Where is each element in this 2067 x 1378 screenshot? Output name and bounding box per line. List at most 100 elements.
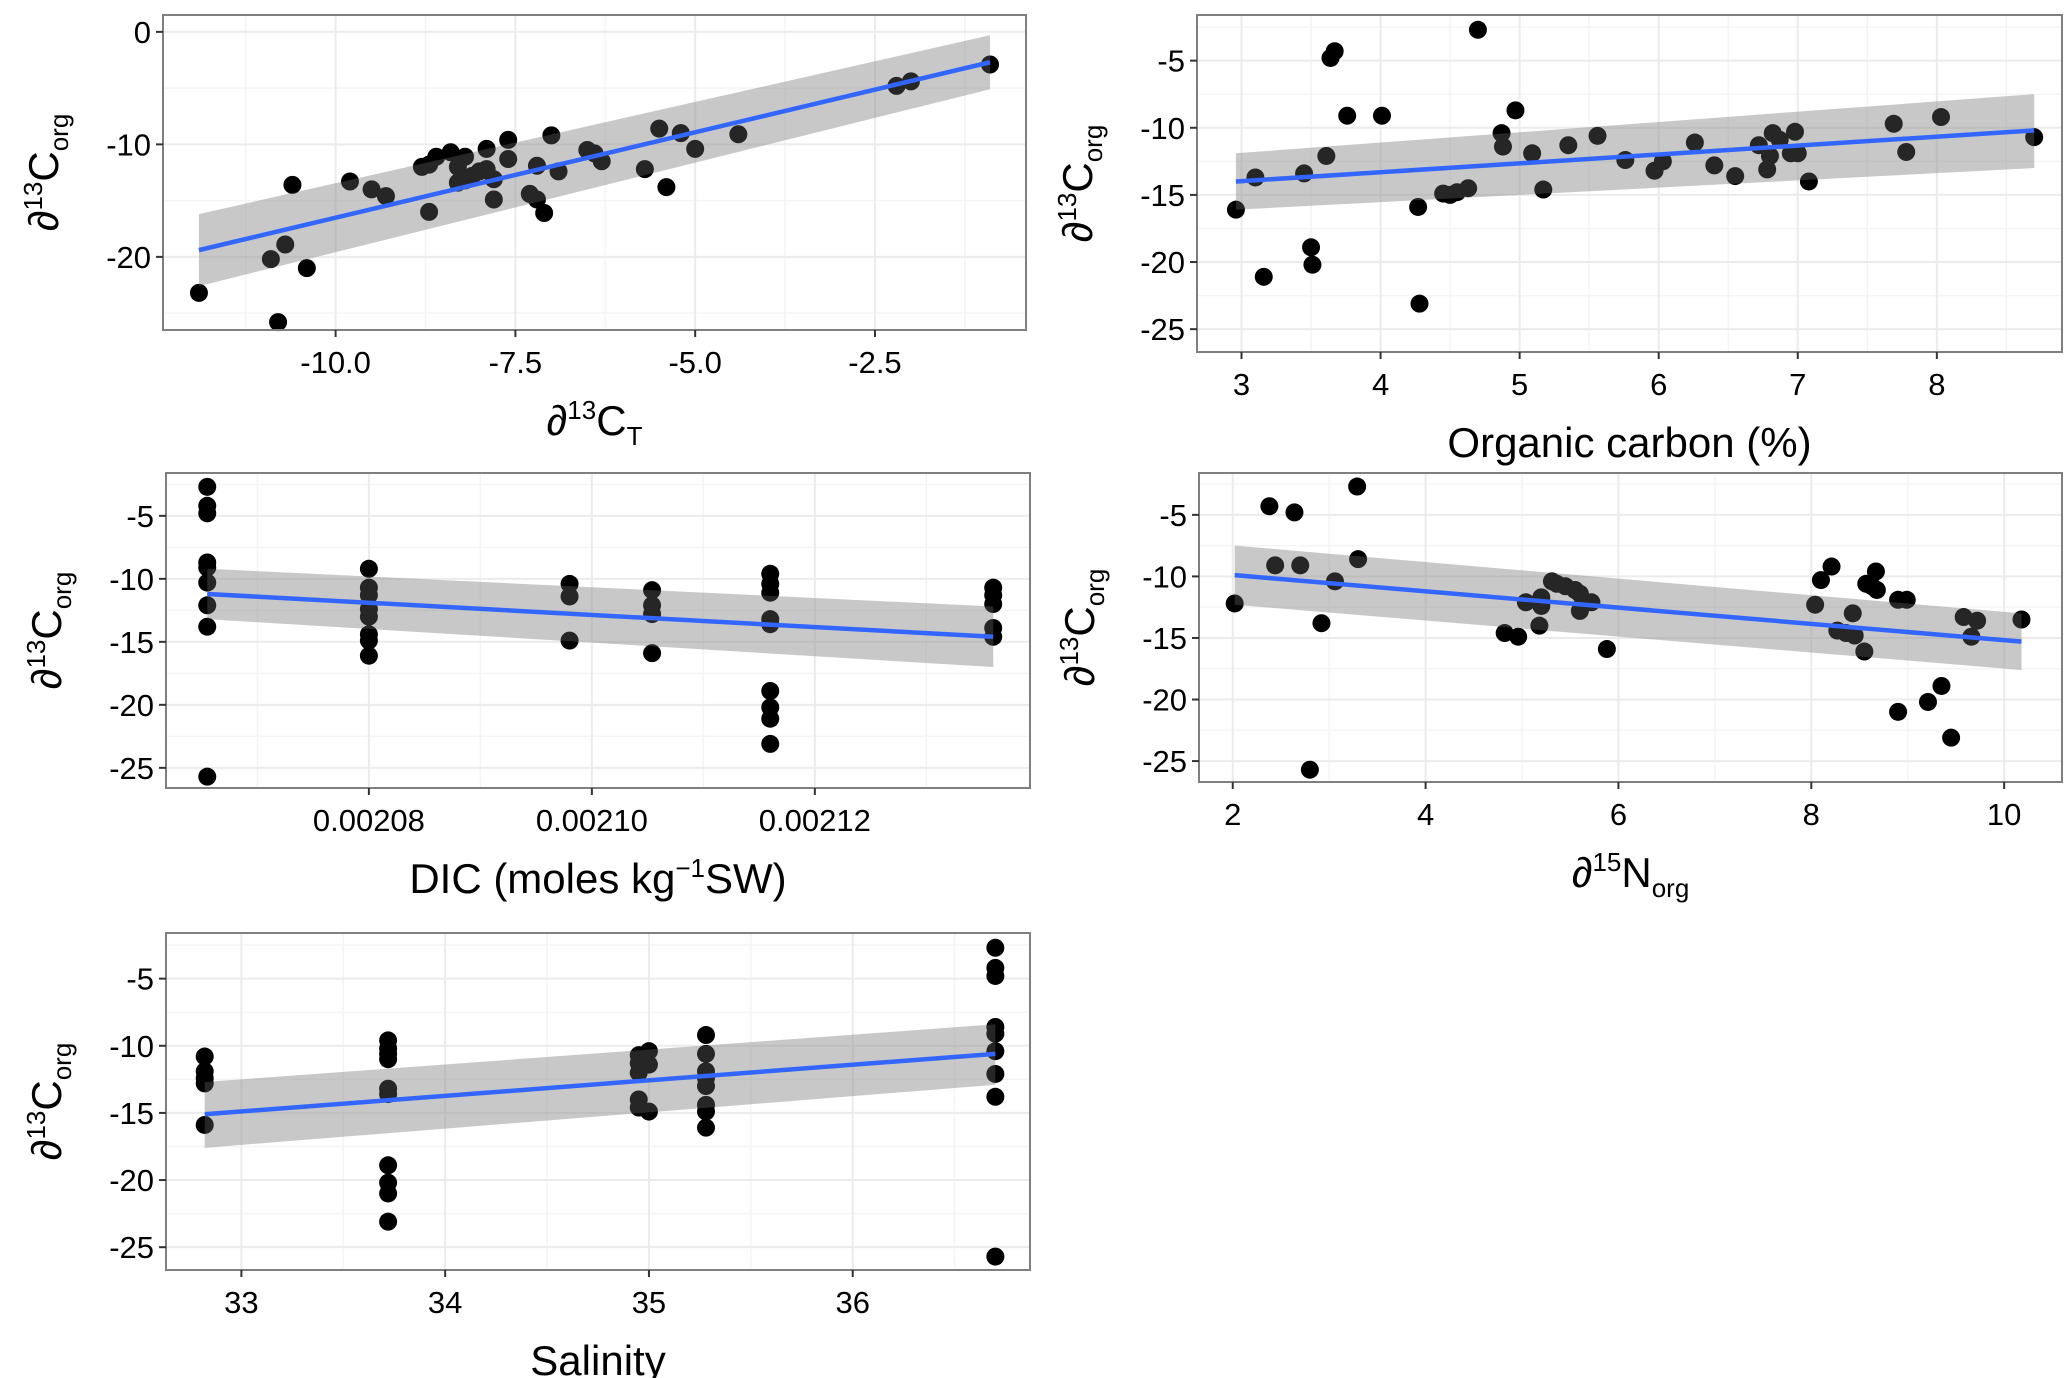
regression-line [204, 1051, 996, 1117]
data-point [198, 573, 217, 592]
data-point [650, 119, 669, 138]
confidence-band [1235, 94, 2035, 210]
y-tick-label: -25 [1142, 744, 1187, 779]
regression-line [207, 591, 994, 640]
data-point [379, 1050, 398, 1069]
data-point [697, 1026, 715, 1045]
data-point [761, 583, 780, 602]
data-point [1506, 101, 1525, 120]
data-point [1705, 156, 1724, 175]
panel-d13c-total: -10.0 -7.5 -5.0 -2.50-10-20∂13CT∂13Corg [18, 14, 1027, 451]
data-point [283, 175, 302, 194]
x-tick-label: 6 [1650, 367, 1667, 402]
data-point [1226, 200, 1245, 219]
data-point [535, 204, 554, 222]
y-axis-title-sup: 13 [18, 182, 48, 211]
data-point [1932, 676, 1951, 695]
data-point [643, 644, 662, 663]
data-point [1225, 594, 1244, 613]
data-point [542, 126, 561, 145]
x-axis-title-sup: −1 [675, 853, 705, 883]
data-point [1799, 172, 1818, 191]
data-point [362, 180, 381, 199]
x-axis-title-text: DIC (moles kg [409, 855, 675, 902]
data-point [1338, 106, 1357, 125]
x-tick-label: 33 [224, 1285, 258, 1320]
x-tick-label: 7 [1789, 367, 1806, 402]
data-point [986, 938, 1005, 957]
data-point [1811, 571, 1830, 590]
panel-border [162, 14, 1027, 331]
panel-border [165, 932, 1031, 1271]
y-tick-label: -20 [106, 240, 151, 275]
panel-salinity: 33 34 35 36 -5 -10 -15 -20 -25 Salinity ∂13Corg [21, 932, 1031, 1378]
data-point [986, 1247, 1005, 1266]
data-point [359, 631, 378, 650]
data-point [1685, 133, 1704, 152]
x-tick-label: 10 [1987, 797, 2021, 832]
data-point [560, 631, 579, 650]
data-point [340, 172, 359, 191]
data-point [1954, 608, 1973, 627]
y-tick-label: -10 [109, 562, 154, 597]
x-tick-label: 6 [1610, 797, 1627, 832]
x-tick-label: 8 [1803, 797, 1820, 832]
panel-border [1196, 14, 2063, 353]
data-point [1867, 580, 1886, 599]
data-point [527, 190, 546, 209]
y-axis-title-main: C [23, 1080, 70, 1110]
y-tick-label: -20 [109, 1163, 154, 1198]
partial-symbol: ∂ [1572, 849, 1593, 896]
data-point [639, 1102, 658, 1121]
data-point [1932, 108, 1951, 127]
data-point [189, 283, 208, 302]
data-point [261, 250, 280, 269]
data-point [1300, 760, 1319, 779]
x-axis-title-sup: 13 [567, 395, 596, 425]
data-point [1349, 550, 1368, 569]
data-point [1468, 20, 1487, 39]
y-axis-title-sub: org [44, 114, 74, 152]
data-point [643, 581, 662, 600]
data-point [697, 1044, 715, 1063]
data-point [986, 966, 1005, 985]
y-axis-title-sup: 13 [21, 640, 51, 669]
data-point [195, 1115, 214, 1134]
confidence-band-overlay [207, 568, 994, 668]
data-point [1758, 160, 1777, 179]
data-point [359, 646, 378, 665]
data-point [1942, 728, 1961, 747]
data-point [1348, 477, 1367, 496]
data-point [198, 558, 217, 577]
x-tick-label: 0.00212 [759, 803, 871, 838]
x-axis-title-main: C [596, 397, 626, 444]
y-tick-label: -15 [1142, 621, 1187, 656]
y-axis-title-sup: 13 [1052, 193, 1082, 222]
data-point [639, 1055, 658, 1074]
plot-background [163, 15, 1026, 330]
data-point [499, 150, 518, 168]
y-axis-title: ∂13Corg [21, 572, 77, 690]
x-axis-title: Salinity [530, 1337, 665, 1378]
data-point [198, 596, 217, 615]
data-point [297, 259, 316, 278]
data-point [484, 190, 503, 209]
data-point [1760, 146, 1779, 165]
partial-symbol: ∂ [20, 211, 67, 232]
data-point [1855, 642, 1874, 661]
data-point [1726, 167, 1745, 186]
data-point [1285, 503, 1304, 522]
data-point [198, 767, 217, 786]
data-point [1653, 152, 1672, 171]
data-point [195, 1047, 214, 1066]
x-axis-title-main: N [1621, 849, 1651, 896]
x-axis-title: ∂15Norg [1572, 847, 1690, 903]
data-point [1291, 556, 1310, 575]
data-point [1317, 146, 1336, 165]
x-axis-title-sup: 15 [1592, 847, 1621, 877]
y-axis-title-main: C [23, 609, 70, 639]
data-point [1785, 122, 1804, 141]
partial-symbol: ∂ [1054, 222, 1101, 243]
x-axis-title-sub: org [1652, 873, 1690, 903]
data-point [1845, 626, 1864, 645]
